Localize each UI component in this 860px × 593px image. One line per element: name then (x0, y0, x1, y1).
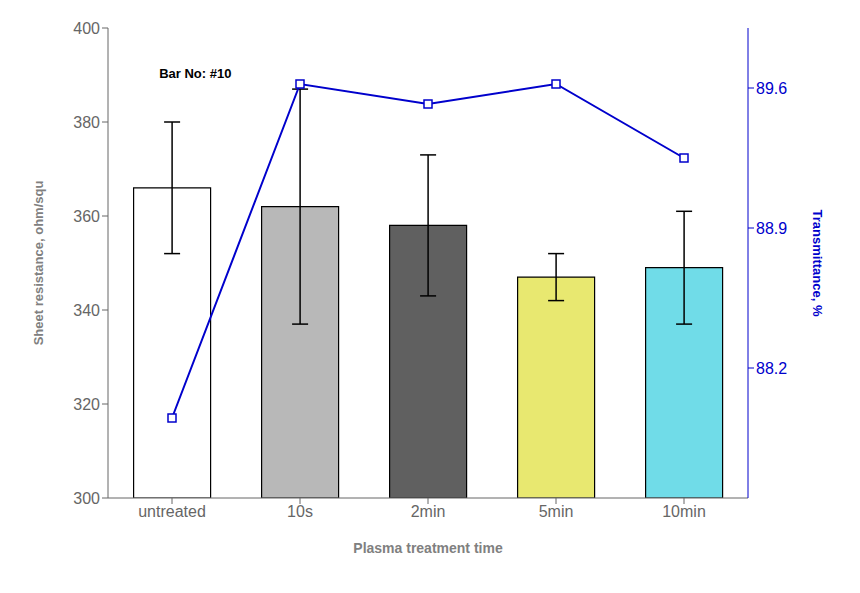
svg-text:5min: 5min (539, 503, 574, 520)
svg-text:88.2: 88.2 (756, 360, 787, 377)
svg-text:300: 300 (73, 490, 100, 507)
svg-text:Sheet resistance, ohm/squ: Sheet resistance, ohm/squ (31, 181, 46, 346)
html-text:Bar No: #10: Bar No: #10 (159, 65, 232, 81)
svg-text:2min: 2min (411, 503, 446, 520)
svg-text:Plasma treatment time: Plasma treatment time (353, 540, 503, 556)
svg-text:Transmittance, %: Transmittance, % (810, 210, 825, 317)
svg-text:400: 400 (73, 20, 100, 37)
svg-text:320: 320 (73, 396, 100, 413)
svg-text:380: 380 (73, 114, 100, 131)
svg-text:88.9: 88.9 (756, 220, 787, 237)
svg-text:10min: 10min (662, 503, 706, 520)
svg-text:340: 340 (73, 302, 100, 319)
svg-text:89.6: 89.6 (756, 80, 787, 97)
svg-text:untreated: untreated (138, 503, 206, 520)
svg-text:360: 360 (73, 208, 100, 225)
svg-text:10s: 10s (287, 503, 313, 520)
